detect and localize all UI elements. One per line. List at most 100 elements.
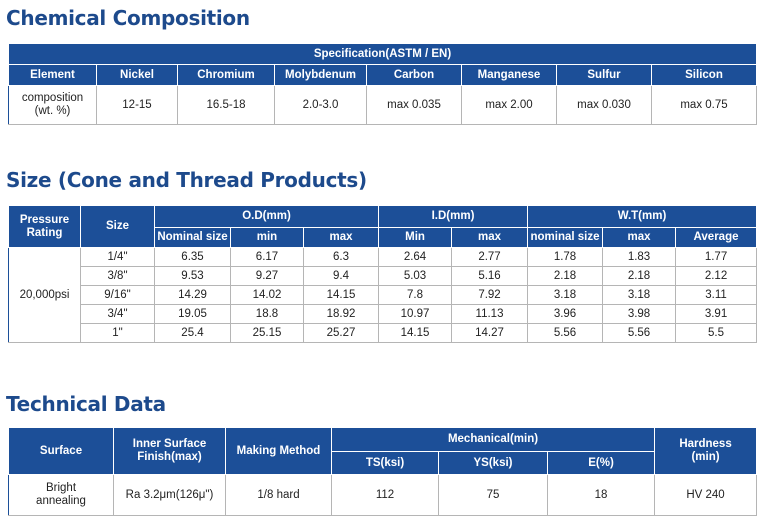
sub-header: max: [302, 227, 380, 248]
table-cell: 16.5-18: [177, 85, 275, 125]
table-cell: 18.8: [230, 304, 304, 324]
table-cell: 14.27: [451, 323, 529, 343]
table-cell: 3.98: [602, 304, 677, 324]
mechanical-header: Mechanical(min): [330, 427, 656, 452]
table-cell: 9.27: [230, 266, 304, 286]
table-cell: 5.56: [527, 323, 604, 343]
inner-finish-value: Ra 3.2μm(126μ"): [113, 474, 226, 516]
sub-header: Average: [675, 227, 758, 248]
wt-header: W.T(mm): [527, 205, 758, 228]
table-cell: 25.4: [154, 323, 231, 343]
table-cell: max 0.030: [556, 85, 652, 125]
ys-value: 75: [438, 474, 548, 516]
pressure-header: Pressure Rating: [8, 205, 81, 248]
table-cell: 2.0-3.0: [274, 85, 367, 125]
table-cell: 3.11: [675, 285, 758, 305]
table-cell: max 0.75: [651, 85, 757, 125]
table-cell: 7.92: [451, 285, 529, 305]
table-cell: 25.27: [302, 323, 380, 343]
surface-header: Surface: [8, 427, 114, 475]
e-header: E(%): [546, 451, 656, 475]
table-cell: 5.56: [602, 323, 677, 343]
surface-value: Bright annealing: [8, 474, 114, 516]
making-method-header: Making Method: [225, 427, 332, 475]
row-label: composition (wt. %): [8, 85, 97, 125]
table-cell: 3.96: [527, 304, 604, 324]
table-cell: 9.53: [154, 266, 231, 286]
ts-header: TS(ksi): [331, 451, 439, 475]
ts-value: 112: [331, 474, 439, 516]
col-molybdenum: Molybdenum: [274, 64, 367, 86]
col-carbon: Carbon: [366, 64, 462, 86]
sub-header: Nominal size: [154, 227, 231, 248]
inner-finish-header: Inner Surface Finish(max): [113, 427, 226, 475]
sub-header: min: [230, 227, 304, 248]
table-cell: 1.78: [527, 247, 604, 267]
sub-header: Min: [378, 227, 453, 248]
chemical-table: Specification(ASTM / EN) Element Nickel …: [8, 43, 757, 125]
table-cell: 3.18: [527, 285, 604, 305]
table-row: Bright annealing Ra 3.2μm(126μ") 1/8 har…: [8, 474, 758, 516]
table-cell: 2.12: [675, 266, 758, 286]
table-cell: 2.18: [602, 266, 677, 286]
table-cell: 3/8": [80, 266, 155, 286]
table-cell: 14.29: [154, 285, 231, 305]
e-value: 18: [546, 474, 656, 516]
table-cell: 14.15: [378, 323, 453, 343]
table-cell: 6.17: [230, 247, 304, 267]
table-row: 3/4" 19.05 18.8 18.92 10.97 11.13 3.96 3…: [9, 304, 758, 324]
table-cell: 5.16: [451, 266, 529, 286]
id-header: I.D(mm): [378, 205, 529, 228]
sub-header: nominal size: [527, 227, 604, 248]
table-cell: 5.5: [675, 323, 758, 343]
technical-title: Technical Data: [6, 392, 166, 416]
table-row: 20,000psi 1/4" 6.35 6.17 6.3 2.64 2.77 1…: [8, 247, 758, 343]
col-nickel: Nickel: [96, 64, 178, 86]
sub-header: max: [451, 227, 529, 248]
table-row: 9/16" 14.29 14.02 14.15 7.8 7.92 3.18 3.…: [9, 285, 758, 305]
table-cell: max 0.035: [366, 85, 462, 125]
chemical-title: Chemical Composition: [6, 6, 250, 30]
spec-header: Specification(ASTM / EN): [8, 43, 757, 65]
table-row: 3/8" 9.53 9.27 9.4 5.03 5.16 2.18 2.18 2…: [9, 266, 758, 286]
pressure-rating: 20,000psi: [8, 247, 81, 343]
table-cell: 14.15: [302, 285, 380, 305]
table-cell: 19.05: [154, 304, 231, 324]
hardness-header: Hardness (min): [654, 427, 758, 475]
table-cell: 6.35: [154, 247, 231, 267]
making-method-value: 1/8 hard: [225, 474, 332, 516]
table-cell: 7.8: [378, 285, 453, 305]
table-cell: 1.83: [602, 247, 677, 267]
table-cell: 1": [80, 323, 155, 343]
size-title: Size (Cone and Thread Products): [6, 168, 367, 192]
size-header: Size: [80, 205, 155, 248]
table-cell: 2.64: [378, 247, 453, 267]
table-cell: 3/4": [80, 304, 155, 324]
technical-table: Surface Inner Surface Finish(max) Making…: [8, 427, 758, 516]
table-cell: 1/4": [80, 247, 155, 267]
col-sulfur: Sulfur: [556, 64, 652, 86]
table-cell: 3.18: [602, 285, 677, 305]
hardness-value: HV 240: [654, 474, 758, 516]
size-table: Pressure Rating Size O.D(mm) I.D(mm) W.T…: [8, 205, 758, 343]
table-cell: max 2.00: [461, 85, 557, 125]
table-cell: 10.97: [378, 304, 453, 324]
table-cell: 5.03: [378, 266, 453, 286]
col-silicon: Silicon: [651, 64, 757, 86]
col-element: Element: [8, 64, 97, 86]
table-cell: 6.3: [302, 247, 380, 267]
table-cell: 9.4: [302, 266, 380, 286]
table-row: composition (wt. %) 12-15 16.5-18 2.0-3.…: [8, 85, 757, 125]
table-cell: 3.91: [675, 304, 758, 324]
table-cell: 14.02: [230, 285, 304, 305]
table-row: 1" 25.4 25.15 25.27 14.15 14.27 5.56 5.5…: [9, 323, 758, 343]
table-cell: 2.18: [527, 266, 604, 286]
table-cell: 9/16": [80, 285, 155, 305]
table-cell: 2.77: [451, 247, 529, 267]
table-cell: 18.92: [302, 304, 380, 324]
table-cell: 12-15: [96, 85, 178, 125]
table-cell: 11.13: [451, 304, 529, 324]
col-chromium: Chromium: [177, 64, 275, 86]
table-cell: 1.77: [675, 247, 758, 267]
col-manganese: Manganese: [461, 64, 557, 86]
